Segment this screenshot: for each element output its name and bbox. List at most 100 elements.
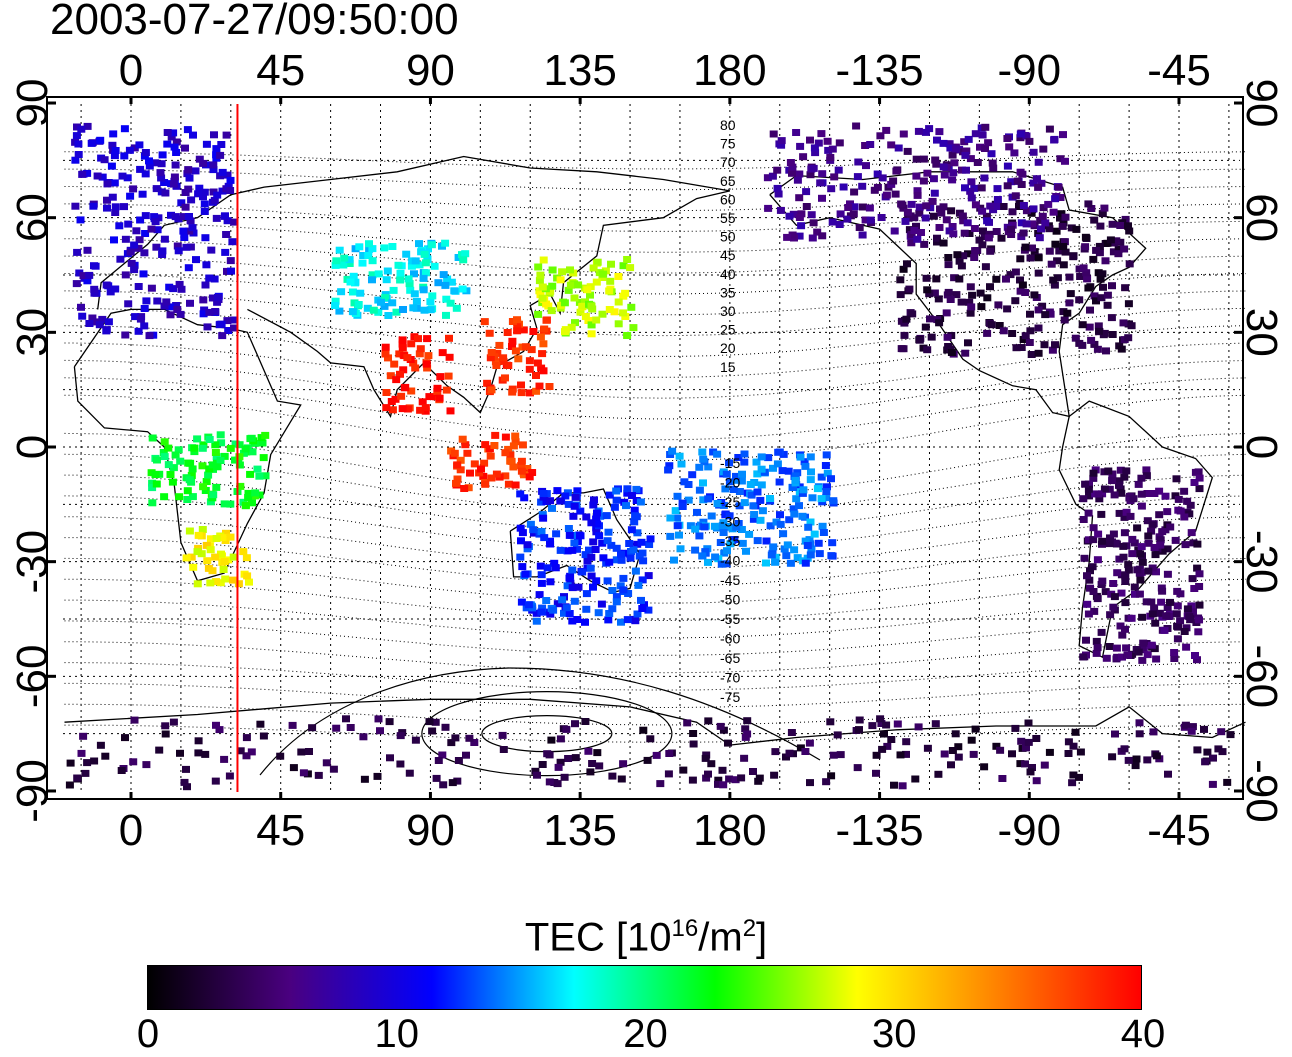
right-latitude-label: -60 [1237, 645, 1286, 709]
tec-cell [186, 299, 194, 307]
tec-cell [564, 500, 573, 508]
tec-cell [800, 458, 809, 466]
tec-cell [556, 758, 565, 766]
tec-cell [923, 346, 932, 354]
tec-cell [702, 774, 711, 782]
tec-cell [836, 751, 845, 759]
tec-cell [77, 125, 86, 133]
tec-cell [1012, 344, 1021, 352]
tec-cell [102, 327, 111, 335]
tec-cell [1067, 224, 1076, 232]
tec-cell [581, 718, 590, 725]
tec-cell [199, 310, 208, 318]
tec-cell [749, 502, 758, 510]
tec-cell [255, 472, 264, 480]
tec-cell [299, 769, 308, 777]
tec-cell [930, 289, 939, 297]
tec-cell [499, 357, 508, 365]
tec-cell [556, 276, 565, 284]
tec-cell [568, 617, 577, 625]
tec-cell [1044, 200, 1053, 208]
tec-cell [1138, 558, 1147, 566]
tec-cell [1108, 470, 1117, 478]
tec-cell [719, 726, 728, 734]
tec-cell [710, 522, 719, 530]
tec-cell [480, 318, 489, 326]
tec-cell [1147, 598, 1156, 606]
tec-cell [902, 738, 911, 746]
tec-cell [430, 262, 439, 270]
tec-cell [1086, 306, 1094, 314]
tec-cell [398, 344, 407, 352]
tec-cell [111, 285, 120, 293]
tec-cell [1185, 613, 1194, 621]
contour-label: -30 [720, 514, 740, 530]
tec-cell [623, 485, 632, 493]
tec-cell [1114, 250, 1123, 258]
tec-cell [1016, 255, 1025, 263]
tec-cell [734, 520, 743, 527]
tec-cell [79, 732, 88, 740]
tec-cell [1034, 254, 1043, 262]
tec-cell [121, 331, 130, 339]
tec-cell [586, 291, 594, 299]
tec-cell [539, 340, 548, 348]
tec-cell [983, 217, 992, 225]
tec-cell [818, 522, 827, 530]
tec-cell [556, 546, 565, 554]
tec-cell [1151, 551, 1160, 559]
tec-cell [221, 212, 229, 220]
tec-cell [740, 458, 749, 466]
tec-cell [903, 147, 912, 155]
tec-cell [934, 770, 943, 778]
tec-cell [913, 235, 922, 243]
tec-cell [1148, 521, 1157, 529]
tec-cell [796, 142, 805, 150]
tec-cell [1133, 524, 1142, 532]
tec-cell [1135, 719, 1144, 727]
tec-cell [135, 236, 144, 244]
tec-cell [200, 306, 209, 314]
tec-cell [981, 123, 990, 131]
tec-cell [640, 601, 648, 609]
tec-cell [166, 471, 175, 478]
tec-cell [960, 229, 969, 237]
tec-cell [1111, 730, 1119, 738]
bottom-longitude-label: 135 [543, 806, 616, 855]
tec-cell [963, 219, 972, 227]
tec-cell [638, 605, 647, 612]
right-latitude-label: 60 [1237, 193, 1286, 242]
tec-cell [1218, 748, 1227, 756]
bottom-longitude-label: 45 [256, 806, 305, 855]
tec-cell [450, 287, 459, 295]
tec-cell [1003, 182, 1012, 190]
tec-cell [785, 516, 794, 524]
tec-cell [906, 212, 915, 220]
tec-cell [905, 285, 914, 293]
tec-cell [513, 316, 521, 324]
tec-cell [193, 548, 202, 556]
tec-cell [1180, 513, 1189, 521]
tec-cell [167, 133, 176, 141]
tec-cell [377, 298, 385, 306]
tec-cell [495, 341, 504, 349]
tec-cell [1061, 248, 1070, 256]
tec-cell [901, 217, 910, 225]
tec-cell [971, 247, 980, 255]
tec-cell [1049, 208, 1058, 216]
tec-cell [807, 211, 816, 219]
tec-cell [526, 520, 535, 528]
tec-cell [965, 298, 974, 306]
tec-cell [160, 235, 169, 243]
tec-cell [539, 514, 548, 522]
tec-cell [1033, 175, 1041, 183]
tec-cell [1109, 580, 1118, 587]
tec-cell [77, 749, 86, 757]
tec-cell [695, 486, 704, 494]
tec-cell [346, 278, 355, 286]
tec-cell [190, 444, 199, 452]
tec-cell [1151, 619, 1160, 627]
tec-cell [1195, 601, 1204, 609]
tec-cell [1022, 132, 1031, 140]
tec-cell [199, 193, 207, 201]
